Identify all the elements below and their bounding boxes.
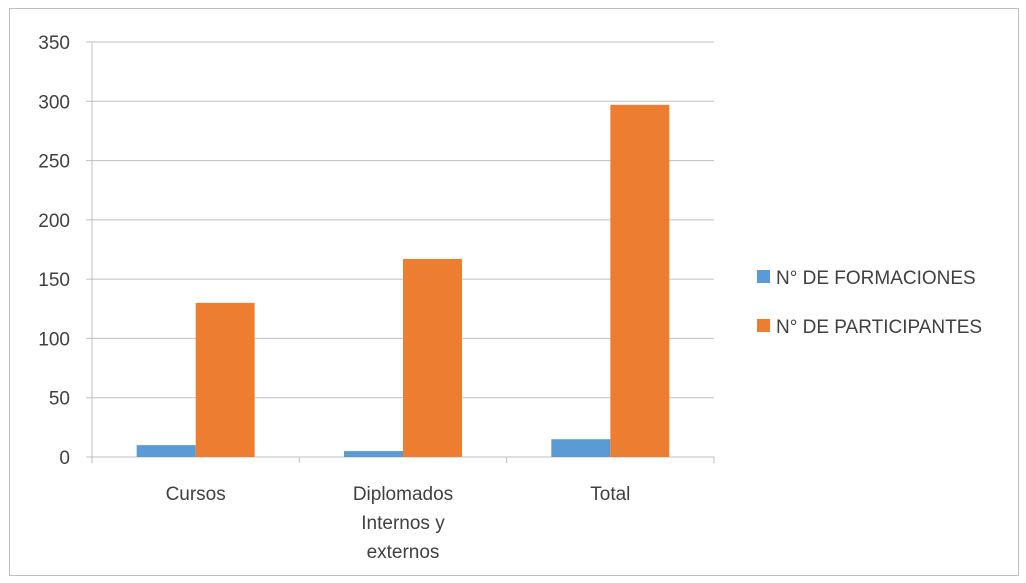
x-category-label: Diplomados	[353, 484, 453, 505]
chart-frame	[9, 8, 1019, 576]
bar-formaciones	[136, 445, 196, 457]
legend-swatch	[757, 319, 770, 332]
legend-label: N° DE FORMACIONES	[776, 268, 976, 289]
y-tick-label: 100	[38, 329, 70, 350]
y-tick-label: 250	[38, 152, 70, 173]
legend-label: N° DE PARTICIPANTES	[776, 317, 982, 338]
bar-formaciones	[551, 439, 611, 457]
x-category-label: Internos y	[361, 513, 445, 534]
y-tick-label: 350	[38, 33, 70, 54]
y-tick-label: 200	[38, 211, 70, 232]
legend-swatch	[757, 270, 770, 283]
bar-participantes	[195, 302, 255, 457]
y-tick-label: 0	[59, 448, 70, 469]
bar-participantes	[610, 104, 670, 457]
y-tick-label: 300	[38, 92, 70, 113]
bar-participantes	[403, 258, 462, 457]
x-category-label: Total	[590, 484, 630, 505]
y-tick-label: 50	[49, 389, 70, 410]
y-tick-label: 150	[38, 270, 70, 291]
x-category-label: Cursos	[166, 484, 226, 505]
bar-formaciones	[344, 451, 403, 457]
x-category-label: externos	[367, 542, 440, 563]
